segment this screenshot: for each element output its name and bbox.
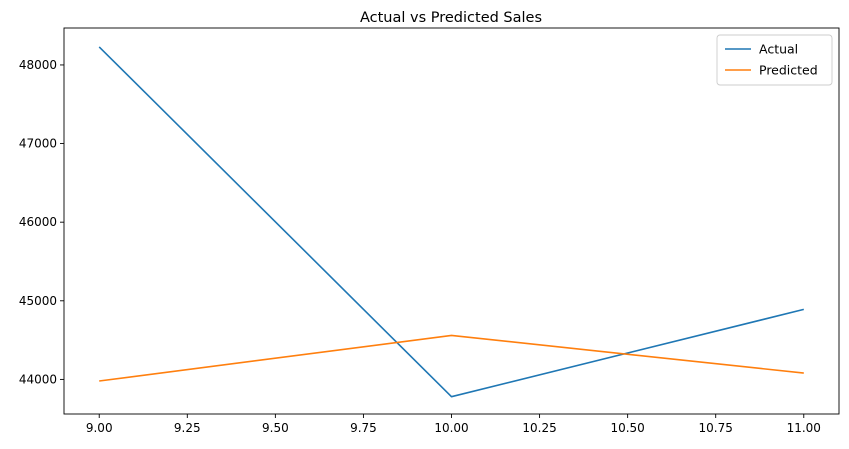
- x-tick-label: 11.00: [787, 421, 821, 435]
- x-tick-label: 9.25: [174, 421, 201, 435]
- x-tick-label: 9.00: [86, 421, 113, 435]
- series-lines: [98, 46, 804, 398]
- x-tick-label: 9.75: [350, 421, 377, 435]
- y-tick-label: 47000: [19, 137, 57, 151]
- x-tick-label: 10.75: [699, 421, 733, 435]
- y-axis: 44000 45000 46000 47000 48000: [19, 58, 64, 386]
- x-tick-label: 10.25: [522, 421, 556, 435]
- y-tick-label: 45000: [19, 294, 57, 308]
- legend-label-predicted: Predicted: [759, 63, 818, 78]
- plot-area: [63, 27, 840, 415]
- legend: Actual Predicted: [716, 34, 833, 86]
- series-line-predicted: [99, 334, 804, 382]
- legend-label-actual: Actual: [759, 42, 798, 57]
- legend-box: [716, 34, 833, 86]
- y-tick-label: 46000: [19, 215, 57, 229]
- x-tick-label: 10.50: [610, 421, 644, 435]
- x-tick-label: 10.00: [434, 421, 468, 435]
- chart-title: Actual vs Predicted Sales: [360, 10, 542, 26]
- y-tick-label: 44000: [19, 372, 57, 386]
- series-line-actual: [98, 46, 804, 398]
- plot-frame: [63, 27, 840, 415]
- x-axis: 9.00 9.25 9.50 9.75 10.00 10.25 10.50 10.75 11.0…: [86, 414, 821, 435]
- x-tick-label: 9.50: [262, 421, 289, 435]
- y-tick-label: 48000: [19, 58, 57, 72]
